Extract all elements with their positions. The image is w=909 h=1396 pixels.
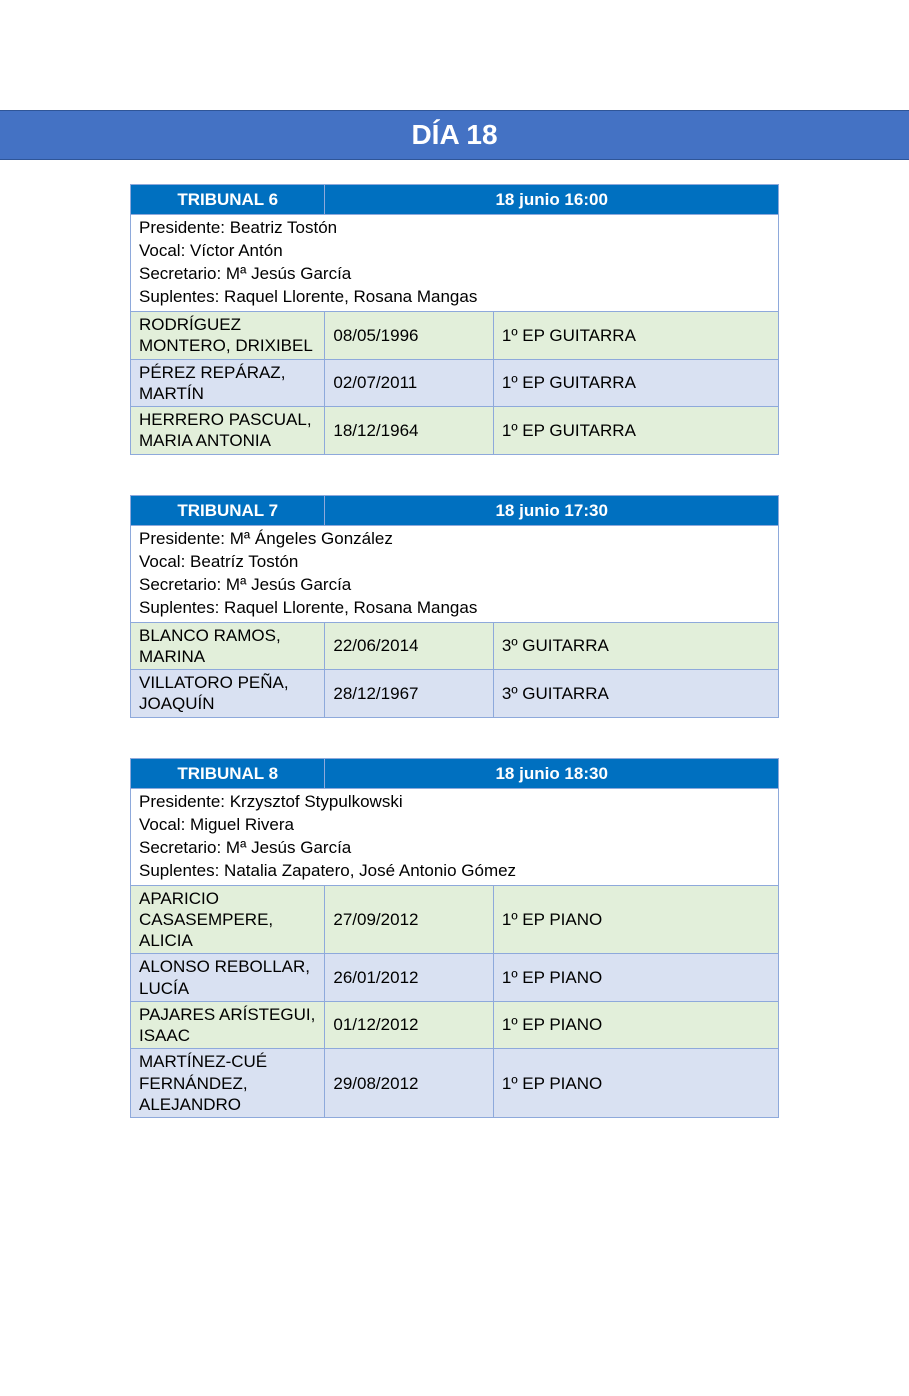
- staff-line: Suplentes: Raquel Llorente, Rosana Manga…: [139, 597, 770, 620]
- candidate-name: RODRÍGUEZ MONTERO, DRIXIBEL: [131, 312, 325, 360]
- tribunal-staff-cell: Presidente: Beatriz TostónVocal: Víctor …: [131, 215, 779, 312]
- candidate-date: 27/09/2012: [325, 885, 493, 954]
- tribunal-table: TRIBUNAL 818 junio 18:30Presidente: Krzy…: [130, 758, 779, 1119]
- candidate-date: 26/01/2012: [325, 954, 493, 1002]
- candidate-date: 02/07/2011: [325, 359, 493, 407]
- table-row: HERRERO PASCUAL, MARIA ANTONIA18/12/1964…: [131, 407, 779, 455]
- candidate-name: VILLATORO PEÑA, JOAQUÍN: [131, 670, 325, 718]
- table-row: PÉREZ REPÁRAZ, MARTÍN02/07/20111º EP GUI…: [131, 359, 779, 407]
- tables-container: TRIBUNAL 618 junio 16:00Presidente: Beat…: [0, 160, 909, 1118]
- candidate-date: 28/12/1967: [325, 670, 493, 718]
- staff-line: Vocal: Víctor Antón: [139, 240, 770, 263]
- candidate-course: 1º EP PIANO: [493, 1001, 778, 1049]
- staff-line: Presidente: Mª Ángeles González: [139, 528, 770, 551]
- staff-line: Presidente: Krzysztof Stypulkowski: [139, 791, 770, 814]
- candidate-course: 1º EP GUITARRA: [493, 359, 778, 407]
- table-row: VILLATORO PEÑA, JOAQUÍN28/12/19673º GUIT…: [131, 670, 779, 718]
- tribunal-header-row: TRIBUNAL 818 junio 18:30: [131, 758, 779, 788]
- candidate-course: 3º GUITARRA: [493, 670, 778, 718]
- candidate-course: 1º EP GUITARRA: [493, 312, 778, 360]
- candidate-date: 01/12/2012: [325, 1001, 493, 1049]
- tribunal-staff-cell: Presidente: Krzysztof StypulkowskiVocal:…: [131, 788, 779, 885]
- staff-line: Suplentes: Raquel Llorente, Rosana Manga…: [139, 286, 770, 309]
- candidate-course: 1º EP GUITARRA: [493, 407, 778, 455]
- tribunal-datetime: 18 junio 16:00: [325, 185, 779, 215]
- table-row: APARICIO CASASEMPERE, ALICIA27/09/20121º…: [131, 885, 779, 954]
- tribunal-title: TRIBUNAL 7: [131, 495, 325, 525]
- candidate-name: ALONSO REBOLLAR, LUCÍA: [131, 954, 325, 1002]
- table-row: BLANCO RAMOS, MARINA22/06/20143º GUITARR…: [131, 622, 779, 670]
- staff-line: Vocal: Beatríz Tostón: [139, 551, 770, 574]
- tribunal-datetime: 18 junio 17:30: [325, 495, 779, 525]
- staff-line: Suplentes: Natalia Zapatero, José Antoni…: [139, 860, 770, 883]
- candidate-date: 22/06/2014: [325, 622, 493, 670]
- table-row: PAJARES ARÍSTEGUI, ISAAC01/12/20121º EP …: [131, 1001, 779, 1049]
- staff-line: Secretario: Mª Jesús García: [139, 837, 770, 860]
- candidate-course: 3º GUITARRA: [493, 622, 778, 670]
- candidate-name: PAJARES ARÍSTEGUI, ISAAC: [131, 1001, 325, 1049]
- staff-line: Vocal: Miguel Rivera: [139, 814, 770, 837]
- tribunal-table: TRIBUNAL 718 junio 17:30Presidente: Mª Á…: [130, 495, 779, 718]
- candidate-course: 1º EP PIANO: [493, 1049, 778, 1118]
- candidate-date: 08/05/1996: [325, 312, 493, 360]
- tribunal-title: TRIBUNAL 6: [131, 185, 325, 215]
- table-row: RODRÍGUEZ MONTERO, DRIXIBEL08/05/19961º …: [131, 312, 779, 360]
- tribunal-header-row: TRIBUNAL 618 junio 16:00: [131, 185, 779, 215]
- staff-line: Secretario: Mª Jesús García: [139, 263, 770, 286]
- candidate-name: BLANCO RAMOS, MARINA: [131, 622, 325, 670]
- tribunal-staff-row: Presidente: Beatriz TostónVocal: Víctor …: [131, 215, 779, 312]
- tribunal-datetime: 18 junio 18:30: [325, 758, 779, 788]
- tribunal-table: TRIBUNAL 618 junio 16:00Presidente: Beat…: [130, 184, 779, 455]
- day-banner: DÍA 18: [0, 110, 909, 160]
- candidate-date: 18/12/1964: [325, 407, 493, 455]
- tribunal-header-row: TRIBUNAL 718 junio 17:30: [131, 495, 779, 525]
- tribunal-staff-row: Presidente: Krzysztof StypulkowskiVocal:…: [131, 788, 779, 885]
- staff-line: Secretario: Mª Jesús García: [139, 574, 770, 597]
- table-row: MARTÍNEZ-CUÉ FERNÁNDEZ, ALEJANDRO29/08/2…: [131, 1049, 779, 1118]
- candidate-course: 1º EP PIANO: [493, 954, 778, 1002]
- tribunal-staff-cell: Presidente: Mª Ángeles GonzálezVocal: Be…: [131, 525, 779, 622]
- candidate-course: 1º EP PIANO: [493, 885, 778, 954]
- table-row: ALONSO REBOLLAR, LUCÍA26/01/20121º EP PI…: [131, 954, 779, 1002]
- staff-line: Presidente: Beatriz Tostón: [139, 217, 770, 240]
- candidate-date: 29/08/2012: [325, 1049, 493, 1118]
- tribunal-title: TRIBUNAL 8: [131, 758, 325, 788]
- candidate-name: HERRERO PASCUAL, MARIA ANTONIA: [131, 407, 325, 455]
- candidate-name: MARTÍNEZ-CUÉ FERNÁNDEZ, ALEJANDRO: [131, 1049, 325, 1118]
- tribunal-staff-row: Presidente: Mª Ángeles GonzálezVocal: Be…: [131, 525, 779, 622]
- candidate-name: PÉREZ REPÁRAZ, MARTÍN: [131, 359, 325, 407]
- candidate-name: APARICIO CASASEMPERE, ALICIA: [131, 885, 325, 954]
